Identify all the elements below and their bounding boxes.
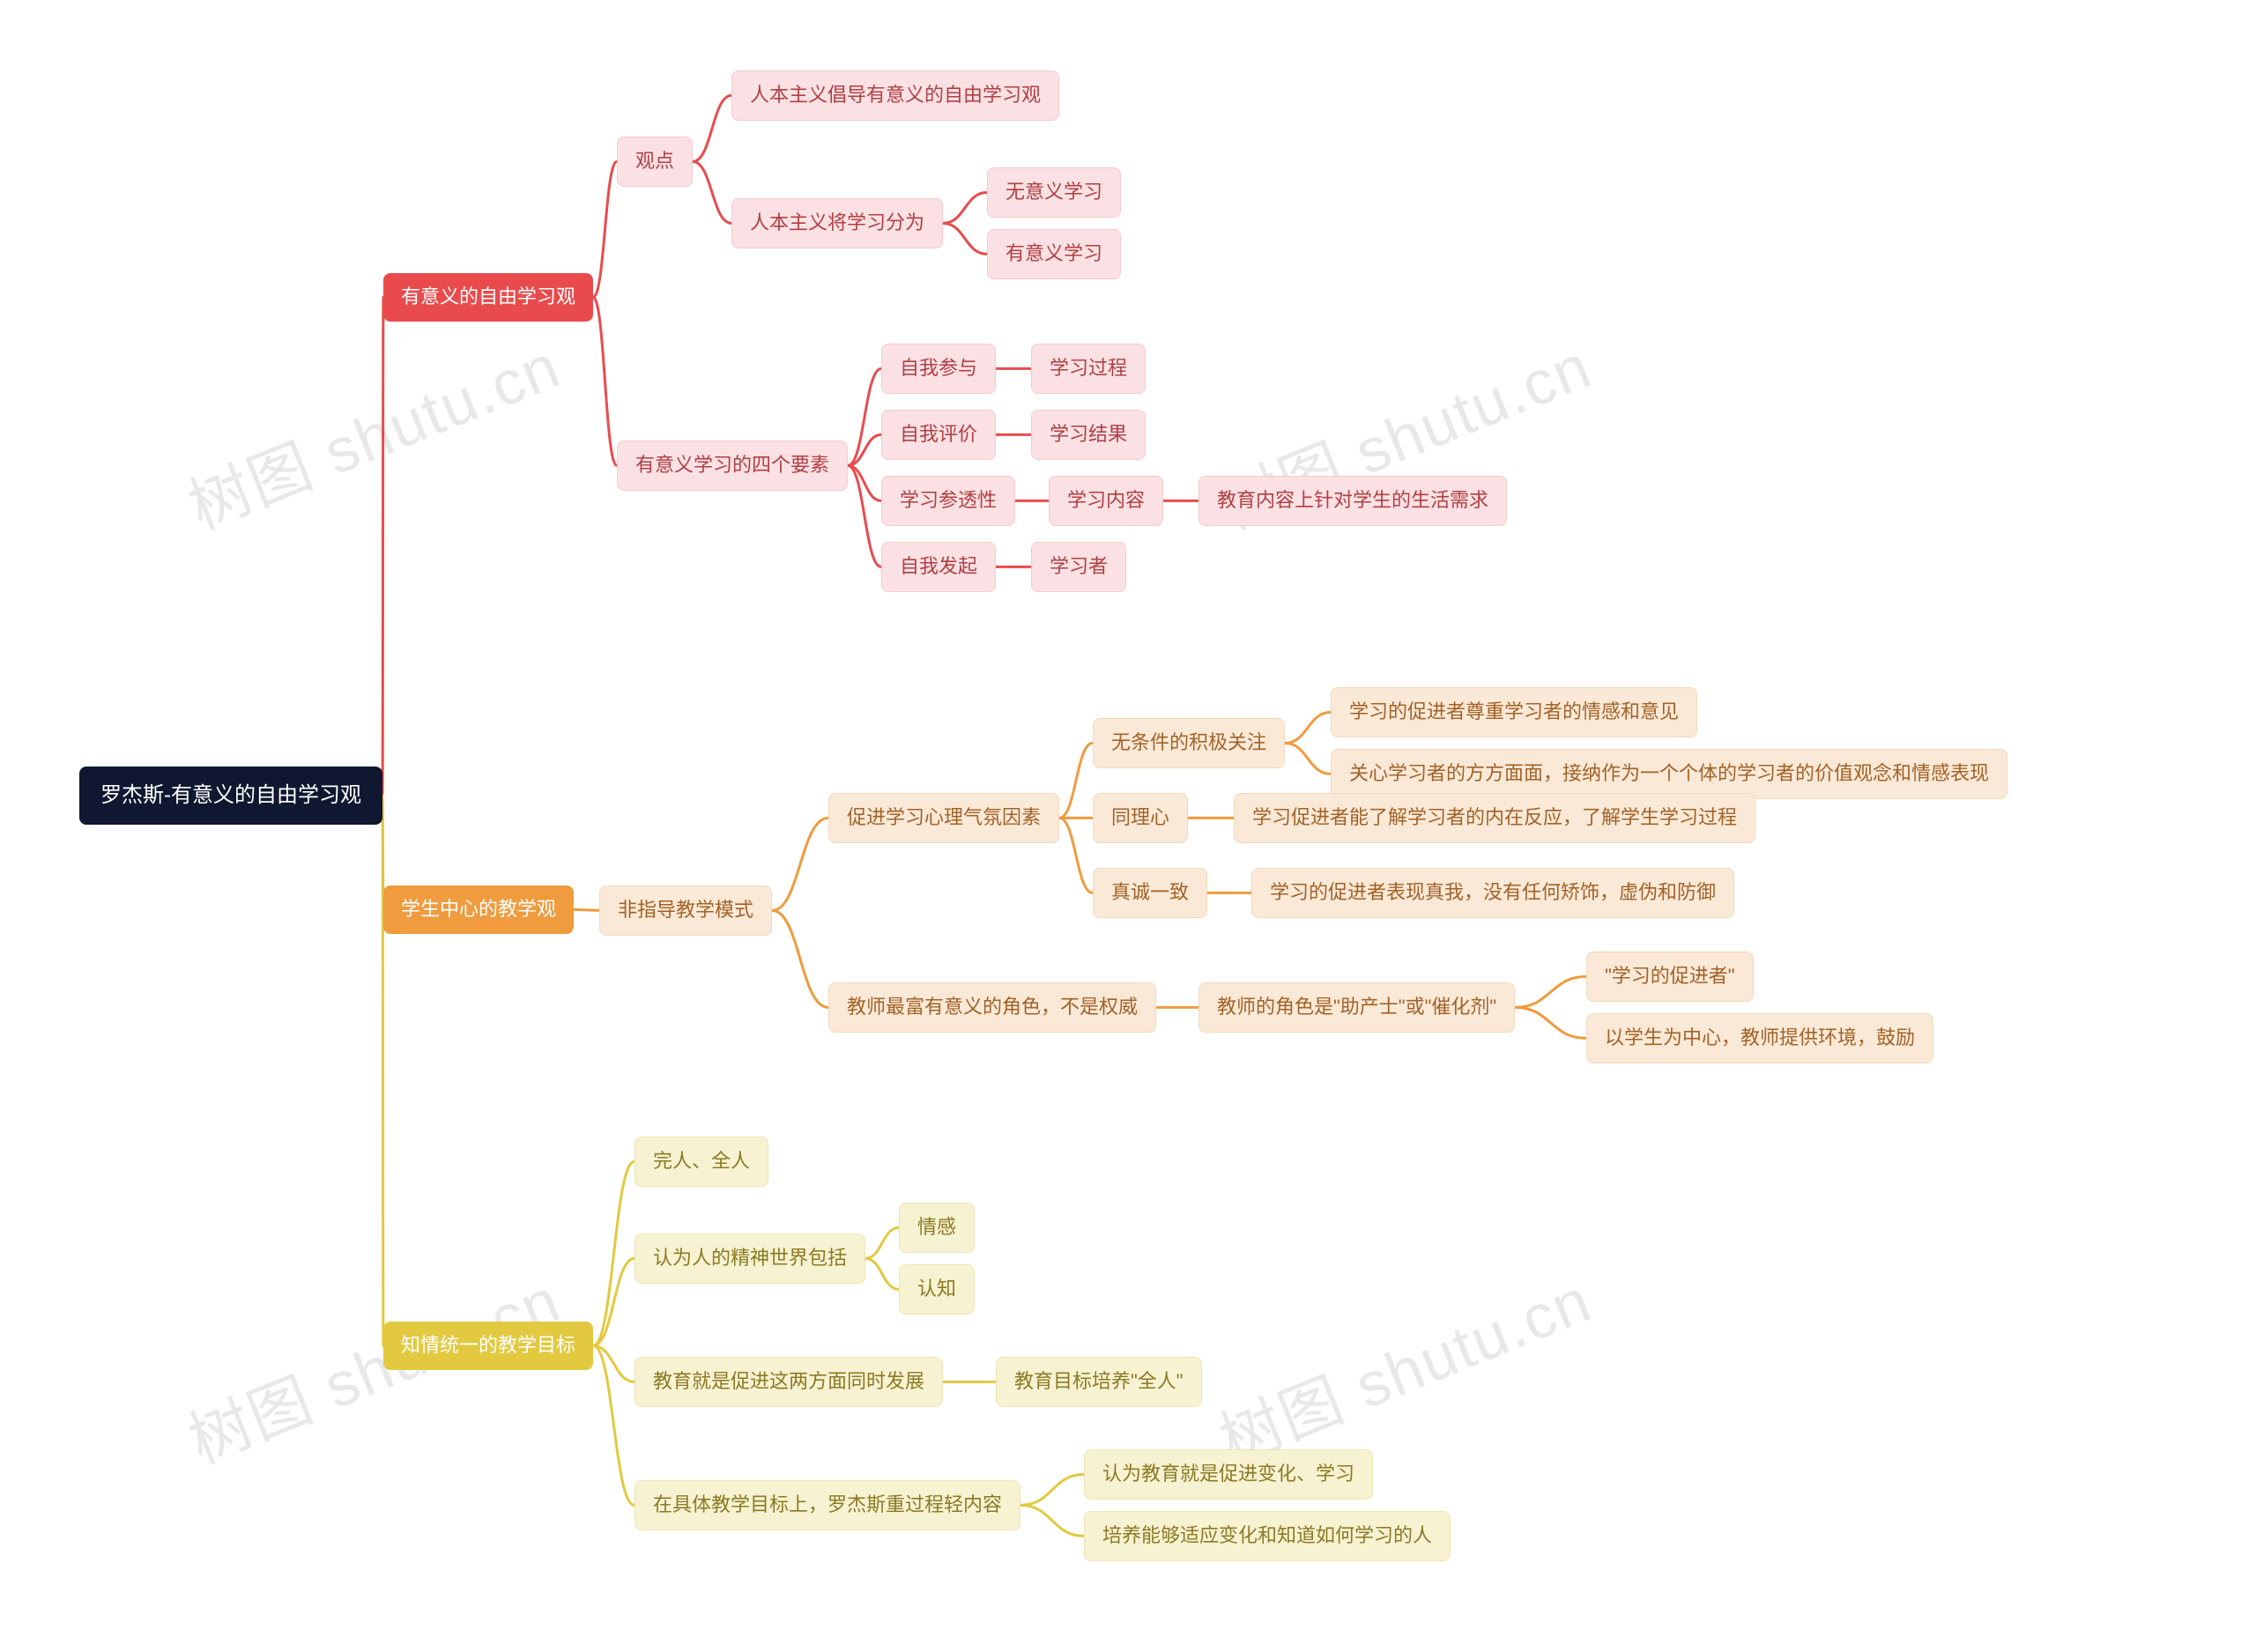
node-nondirective[interactable]: 非指导教学模式	[599, 885, 772, 936]
node-learn-result[interactable]: 学习结果	[1031, 410, 1146, 460]
node-unconditional[interactable]: 无条件的积极关注	[1093, 718, 1285, 768]
node-goal-whole[interactable]: 教育目标培养"全人"	[996, 1357, 1202, 1407]
node-congruence[interactable]: 真诚一致	[1093, 868, 1207, 918]
node-self-involve[interactable]: 自我参与	[881, 344, 996, 394]
node-understand-inner[interactable]: 学习促进者能了解学习者的内在反应，了解学生学习过程	[1234, 793, 1755, 843]
node-process-over-content[interactable]: 在具体教学目标上，罗杰斯重过程轻内容	[634, 1480, 1020, 1530]
node-learn-content[interactable]: 学习内容	[1049, 476, 1163, 526]
root-node[interactable]: 罗杰斯-有意义的自由学习观	[79, 767, 382, 825]
node-midwife[interactable]: 教师的角色是"助产士"或"催化剂"	[1198, 982, 1515, 1033]
node-self-initiate[interactable]: 自我发起	[881, 542, 996, 592]
node-learn-permeate[interactable]: 学习参透性	[881, 476, 1015, 526]
node-care-aspects[interactable]: 关心学习者的方方面面，接纳作为一个个体的学习者的价值观念和情感表现	[1331, 749, 2007, 799]
branch-meaningful-learning[interactable]: 有意义的自由学习观	[383, 273, 593, 322]
node-genuine[interactable]: 学习的促进者表现真我，没有任何矫饰，虚伪和防御	[1251, 868, 1734, 918]
node-self-eval[interactable]: 自我评价	[881, 410, 996, 460]
node-meaningful[interactable]: 有意义学习	[987, 229, 1121, 279]
node-affect[interactable]: 情感	[899, 1203, 975, 1253]
node-empathy[interactable]: 同理心	[1093, 793, 1188, 843]
node-learn-process[interactable]: 学习过程	[1031, 344, 1146, 394]
node-adapt-change[interactable]: 培养能够适应变化和知道如何学习的人	[1084, 1511, 1451, 1561]
node-promote-change[interactable]: 认为教育就是促进变化、学习	[1084, 1449, 1373, 1500]
node-meaningless[interactable]: 无意义学习	[987, 167, 1121, 218]
node-humanism-advocate[interactable]: 人本主义倡导有意义的自由学习观	[731, 70, 1059, 121]
node-whole-person[interactable]: 完人、全人	[634, 1137, 768, 1187]
node-provide-env[interactable]: 以学生为中心，教师提供环境，鼓励	[1586, 1013, 1933, 1063]
node-facilitator[interactable]: "学习的促进者"	[1586, 952, 1754, 1002]
node-four-elements[interactable]: 有意义学习的四个要素	[617, 441, 848, 491]
node-cognition[interactable]: 认知	[899, 1264, 975, 1315]
watermark: 树图 shutu.cn	[174, 317, 571, 547]
node-respect-feelings[interactable]: 学习的促进者尊重学习者的情感和意见	[1331, 687, 1697, 737]
node-viewpoint[interactable]: 观点	[617, 137, 693, 187]
node-edu-content[interactable]: 教育内容上针对学生的生活需求	[1198, 476, 1507, 526]
branch-cognitive-affective[interactable]: 知情统一的教学目标	[383, 1322, 593, 1370]
mindmap-canvas: 树图 shutu.cn 树图 shutu.cn 树图 shutu.cn 树图 s…	[0, 0, 2256, 1652]
node-learner[interactable]: 学习者	[1031, 542, 1126, 592]
branch-student-centered[interactable]: 学生中心的教学观	[383, 885, 574, 934]
watermark: 树图 shutu.cn	[1205, 1251, 1602, 1481]
node-learning-types[interactable]: 人本主义将学习分为	[731, 198, 943, 248]
node-teacher-role[interactable]: 教师最富有意义的角色，不是权威	[828, 982, 1156, 1033]
node-psych-climate[interactable]: 促进学习心理气氛因素	[828, 793, 1059, 843]
node-spirit-world[interactable]: 认为人的精神世界包括	[634, 1233, 865, 1284]
node-promote-both[interactable]: 教育就是促进这两方面同时发展	[634, 1357, 943, 1407]
